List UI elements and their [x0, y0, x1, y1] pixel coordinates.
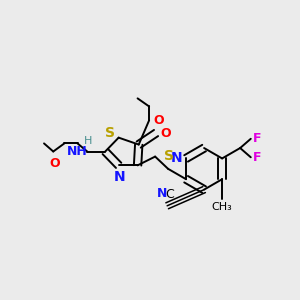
Text: F: F [253, 132, 262, 145]
Text: O: O [160, 127, 171, 140]
Text: N: N [157, 187, 167, 200]
Text: H: H [84, 136, 93, 146]
Text: C: C [165, 188, 174, 201]
Text: N: N [170, 152, 182, 165]
Text: O: O [49, 157, 60, 169]
Text: CH₃: CH₃ [212, 202, 232, 212]
Text: O: O [153, 114, 164, 127]
Text: N: N [113, 170, 125, 184]
Text: S: S [105, 126, 115, 140]
Text: S: S [164, 149, 174, 163]
Text: F: F [253, 151, 262, 164]
Text: NH: NH [67, 145, 87, 158]
